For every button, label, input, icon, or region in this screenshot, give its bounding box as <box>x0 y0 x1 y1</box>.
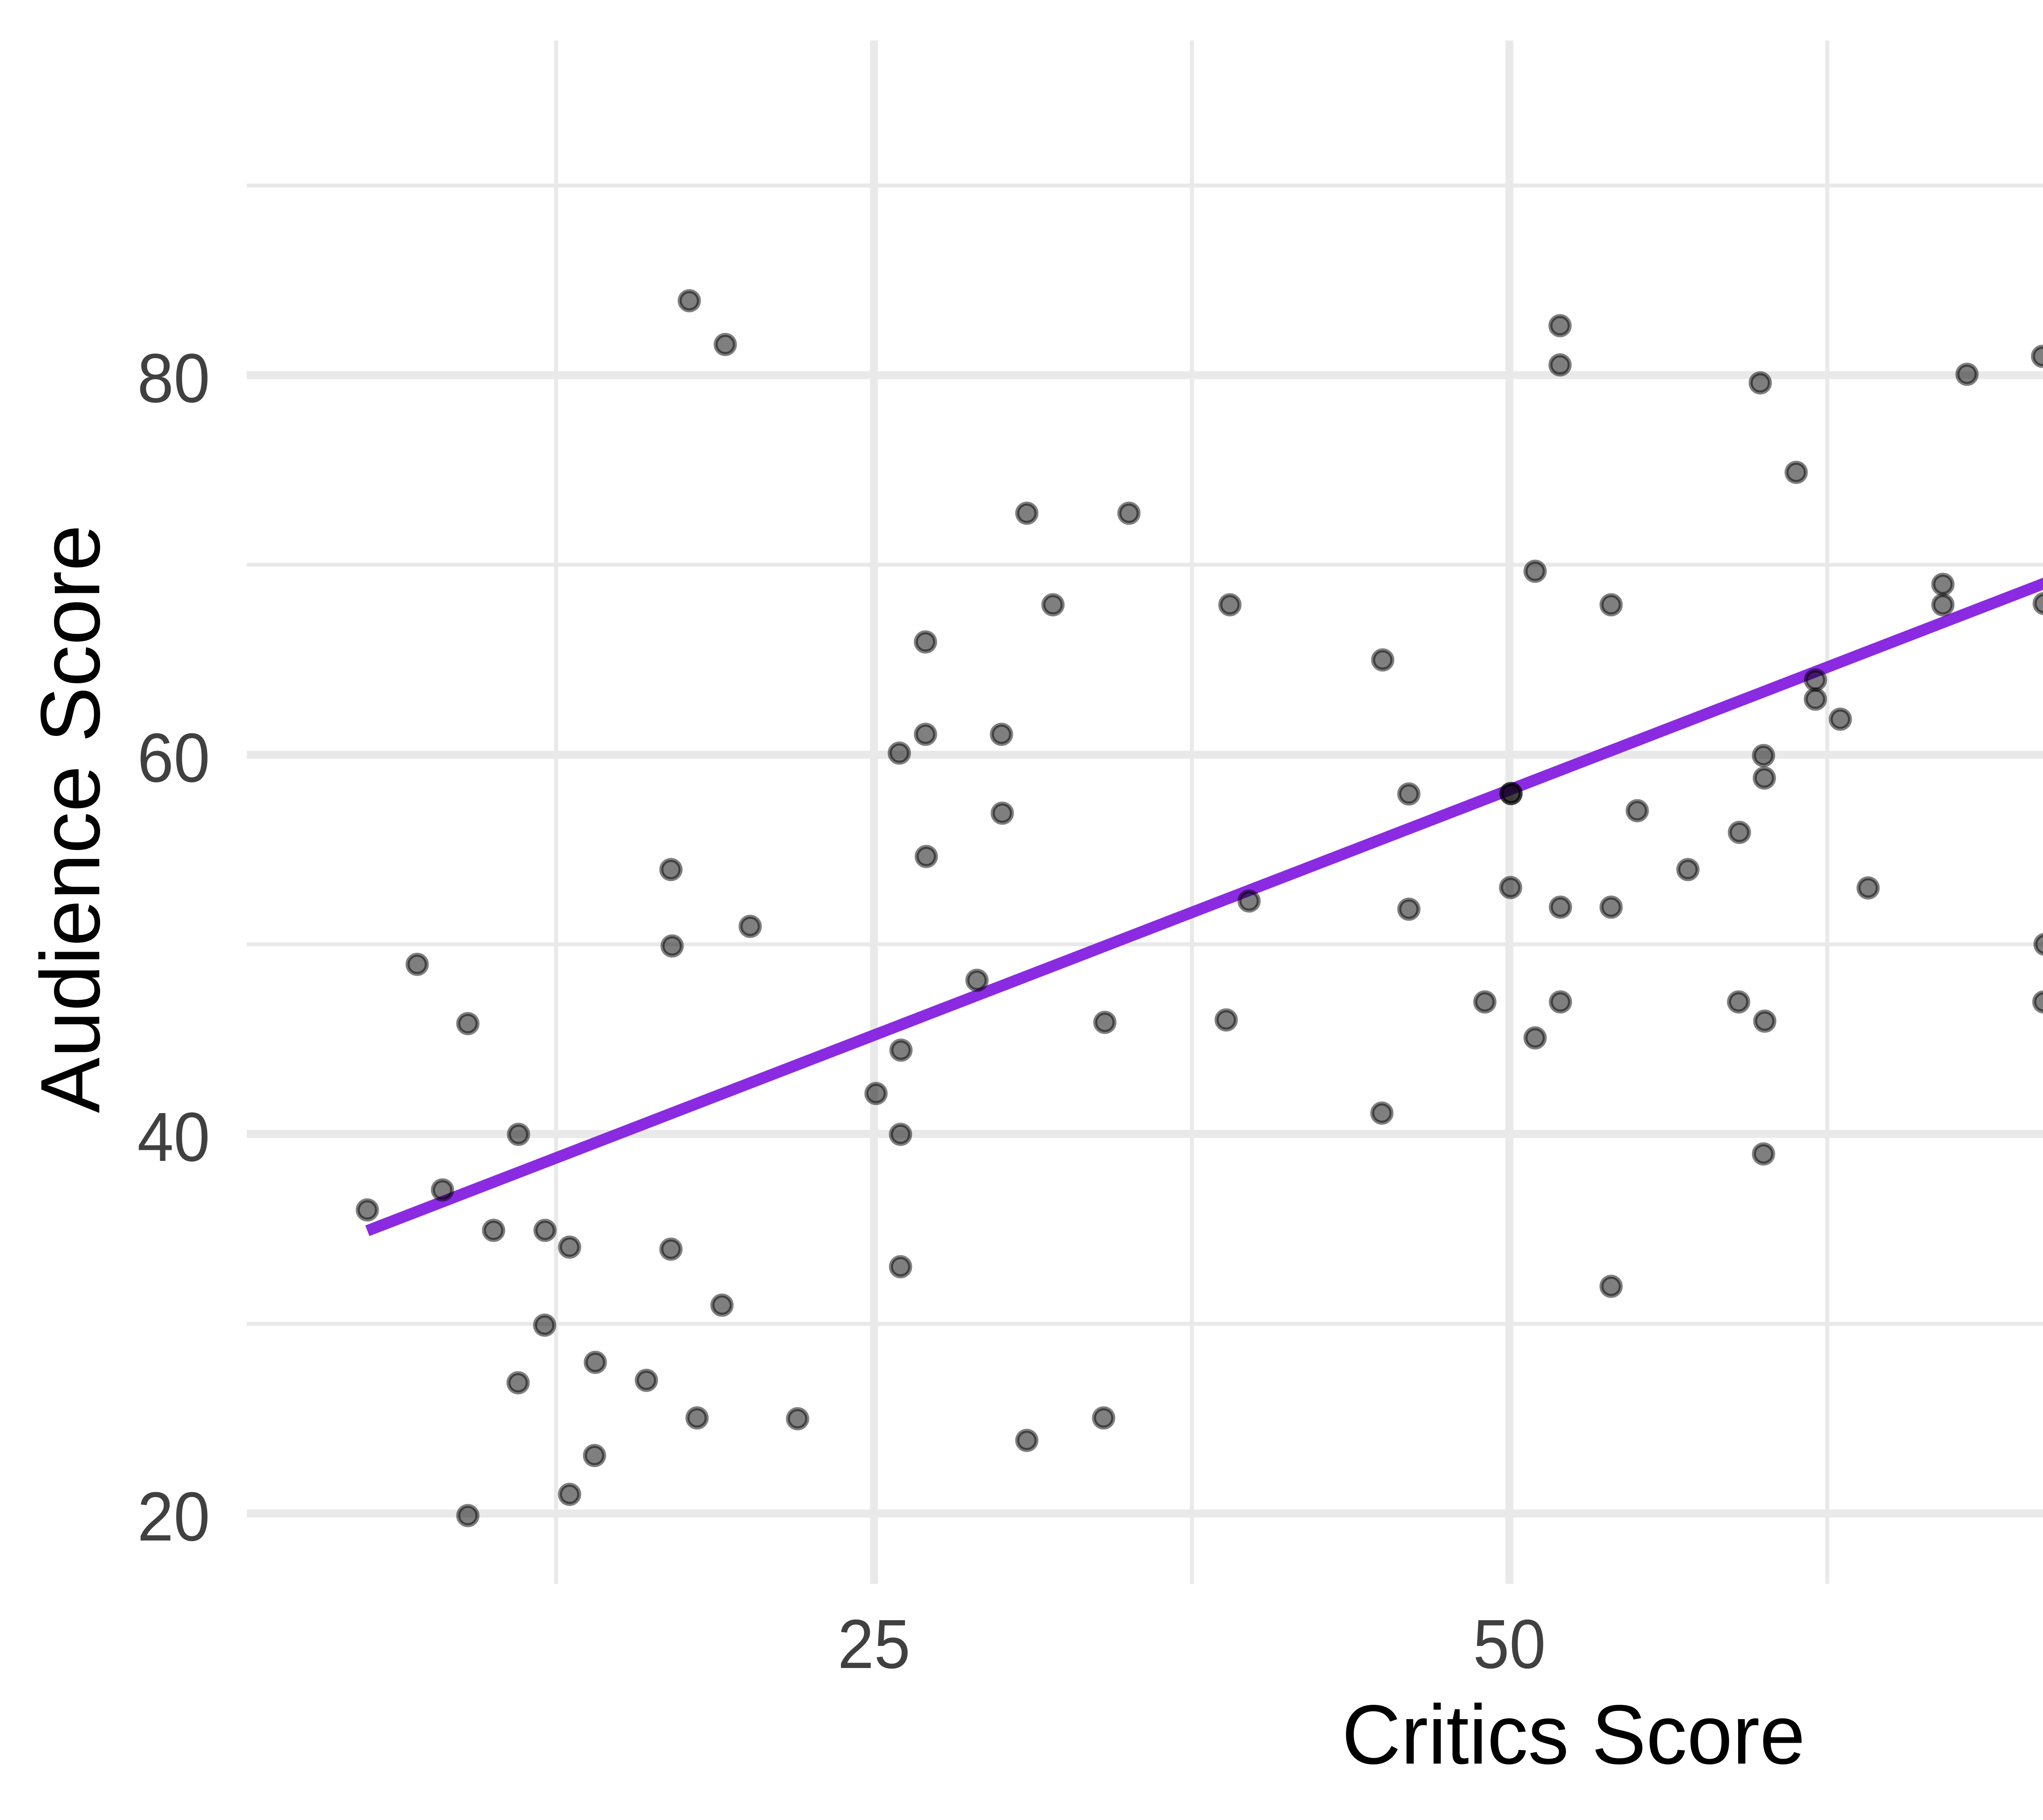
svg-text:Audience Score: Audience Score <box>23 525 117 1113</box>
svg-text:20: 20 <box>137 1478 210 1556</box>
svg-text:80: 80 <box>137 340 210 417</box>
svg-text:Critics Score: Critics Score <box>1342 1688 1805 1782</box>
svg-text:40: 40 <box>137 1098 210 1176</box>
svg-text:50: 50 <box>1473 1605 1546 1683</box>
svg-text:25: 25 <box>838 1605 910 1683</box>
svg-text:60: 60 <box>137 719 210 797</box>
